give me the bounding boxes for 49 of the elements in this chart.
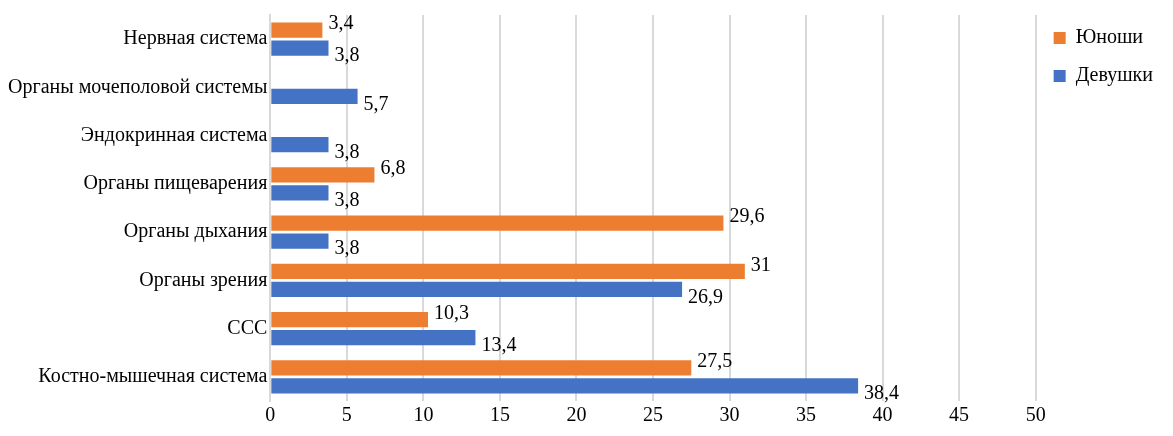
- x-tick-label: 35: [796, 403, 817, 426]
- y-tick-label: Органы мочеполовой системы: [7, 74, 268, 98]
- x-tick-label: 50: [1025, 403, 1046, 426]
- y-tick-label: Нервная система: [123, 26, 268, 50]
- x-tick-label: 25: [643, 403, 663, 426]
- y-tick-label: Органы пищеварения: [83, 171, 268, 195]
- data-label: 3,4: [328, 11, 354, 34]
- bar: [271, 136, 329, 153]
- x-tick-label: 5: [341, 403, 352, 426]
- x-tick-label: 15: [489, 403, 510, 426]
- x-tick-label: 10: [413, 403, 434, 426]
- bar: [271, 88, 358, 105]
- y-tick-label: Костно-мышечная система: [38, 364, 268, 387]
- x-tick-label: 0: [265, 403, 276, 426]
- data-label: 10,3: [433, 300, 469, 323]
- y-tick-label: Органы зрения: [139, 267, 268, 291]
- data-label: 3,8: [334, 236, 360, 259]
- data-label: 29,6: [729, 204, 765, 227]
- data-label: 38,4: [864, 381, 900, 404]
- bar: [271, 233, 329, 249]
- data-label: 3,8: [334, 188, 360, 211]
- x-tick-label: 30: [719, 403, 740, 426]
- data-label: 3,8: [334, 43, 360, 66]
- x-tick-label: 20: [566, 403, 587, 426]
- bar: [271, 22, 323, 38]
- data-label: 5,7: [363, 91, 389, 114]
- bar: [271, 329, 476, 346]
- data-label: 3,8: [334, 139, 360, 162]
- legend-label: Юноши: [1075, 25, 1144, 48]
- data-label: 13,4: [481, 332, 517, 355]
- bar: [271, 185, 329, 201]
- y-tick-label: ССС: [227, 315, 268, 338]
- y-tick-label: Эндокринная система: [80, 122, 268, 146]
- y-tick-label: Органы дыхания: [123, 219, 268, 243]
- bar: [271, 40, 329, 56]
- bar: [271, 311, 428, 328]
- x-tick-label: 45: [949, 403, 970, 426]
- bar: [271, 215, 724, 231]
- data-label: 6,8: [380, 156, 406, 179]
- bar: [271, 378, 859, 394]
- data-label: 31: [750, 252, 771, 275]
- bar: [271, 281, 683, 298]
- bar: [271, 263, 745, 280]
- legend-label: Девушки: [1075, 63, 1154, 87]
- bar: [271, 360, 692, 376]
- data-label: 26,9: [688, 284, 724, 307]
- bar: [271, 167, 375, 183]
- x-tick-label: 40: [872, 403, 893, 426]
- data-label: 27,5: [697, 349, 733, 372]
